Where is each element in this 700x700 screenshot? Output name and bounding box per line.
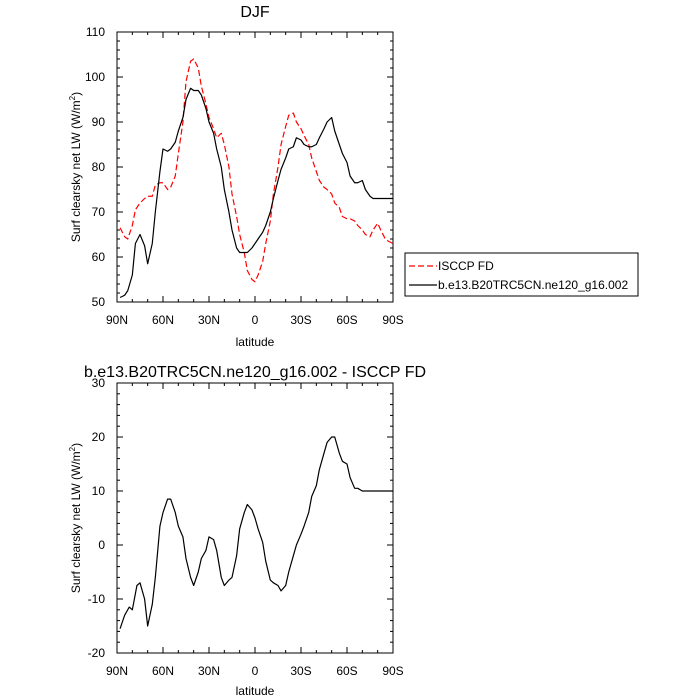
y-tick-label: 0 bbox=[98, 538, 105, 552]
x-tick-label: 30N bbox=[198, 664, 220, 678]
bottom-chart-ticks: 90N 60N 30N 0 30S 60S 90S -20 -10 0 10 20 30 bbox=[88, 376, 404, 678]
x-tick-label: 0 bbox=[252, 313, 259, 327]
top-chart-title: DJF bbox=[240, 4, 270, 21]
x-tick-label: 90N bbox=[106, 664, 128, 678]
y-tick-label: 70 bbox=[92, 205, 106, 219]
legend-label-model: b.e13.B20TRC5CN.ne120_g16.002 bbox=[438, 278, 628, 292]
bottom-chart-ylabel-main: Surf clearsky net LW (W/m bbox=[69, 451, 83, 593]
bottom-chart-title: b.e13.B20TRC5CN.ne120_g16.002 - ISCCP FD bbox=[84, 364, 426, 381]
bottom-chart-ylabel-sup: 2 bbox=[68, 446, 77, 451]
bottom-chart-series-group bbox=[119, 436, 393, 629]
top-chart-ylabel: Surf clearsky net LW (W/m2) bbox=[68, 92, 83, 242]
x-tick-label: 90N bbox=[106, 313, 128, 327]
x-tick-label: 90S bbox=[382, 664, 403, 678]
bottom-chart: b.e13.B20TRC5CN.ne120_g16.002 - ISCCP FD… bbox=[68, 364, 426, 698]
legend: ISCCP FD b.e13.B20TRC5CN.ne120_g16.002 bbox=[404, 252, 639, 297]
x-tick-label: 60N bbox=[152, 664, 174, 678]
x-tick-label: 0 bbox=[252, 664, 259, 678]
y-tick-label: -10 bbox=[88, 592, 106, 606]
top-chart-ylabel-close: ) bbox=[69, 92, 83, 96]
legend-box bbox=[404, 252, 639, 297]
top-chart: DJF 90N 60N 30N 0 30S 60S 90S5060708090100110 … bbox=[68, 4, 404, 349]
y-tick-label: 50 bbox=[92, 295, 106, 309]
y-tick-label: -20 bbox=[88, 646, 106, 660]
top-chart-ylabel-sup: 2 bbox=[68, 95, 77, 100]
y-tick-label: 90 bbox=[92, 115, 106, 129]
x-tick-label: 30S bbox=[290, 664, 311, 678]
y-tick-label: 80 bbox=[92, 160, 106, 174]
top-series-line-isccp-fd bbox=[119, 58, 394, 283]
x-tick-label: 60S bbox=[336, 313, 357, 327]
x-tick-label: 60N bbox=[152, 313, 174, 327]
bottom-chart-xlabel: latitude bbox=[236, 684, 275, 698]
top-series-line-model bbox=[119, 87, 393, 299]
y-tick-label: 20 bbox=[92, 430, 106, 444]
y-tick-label: 30 bbox=[92, 376, 106, 390]
top-chart-ticks: 90N 60N 30N 0 30S 60S 90S 50 60 70 80 90 100 110 bbox=[85, 25, 404, 327]
top-chart-series-group bbox=[119, 58, 394, 299]
y-tick-label: 110 bbox=[86, 25, 105, 39]
x-tick-label: 60S bbox=[336, 664, 357, 678]
top-chart-plot-frame bbox=[116, 31, 394, 303]
y-tick-label: 100 bbox=[85, 70, 105, 84]
x-tick-label: 90S bbox=[382, 313, 403, 327]
bottom-chart-ylabel-close: ) bbox=[69, 443, 83, 447]
legend-label-isccp: ISCCP FD bbox=[438, 259, 494, 273]
x-tick-label: 30S bbox=[290, 313, 311, 327]
top-chart-xlabel: latitude bbox=[236, 335, 275, 349]
bottom-chart-ylabel: Surf clearsky net LW (W/m2) bbox=[68, 443, 83, 593]
x-tick-label: 30N bbox=[198, 313, 220, 327]
top-chart-ylabel-main: Surf clearsky net LW (W/m bbox=[69, 100, 83, 242]
y-tick-label: 60 bbox=[92, 250, 106, 264]
bottom-series-line-model bbox=[119, 436, 393, 629]
y-tick-label: 10 bbox=[92, 484, 106, 498]
